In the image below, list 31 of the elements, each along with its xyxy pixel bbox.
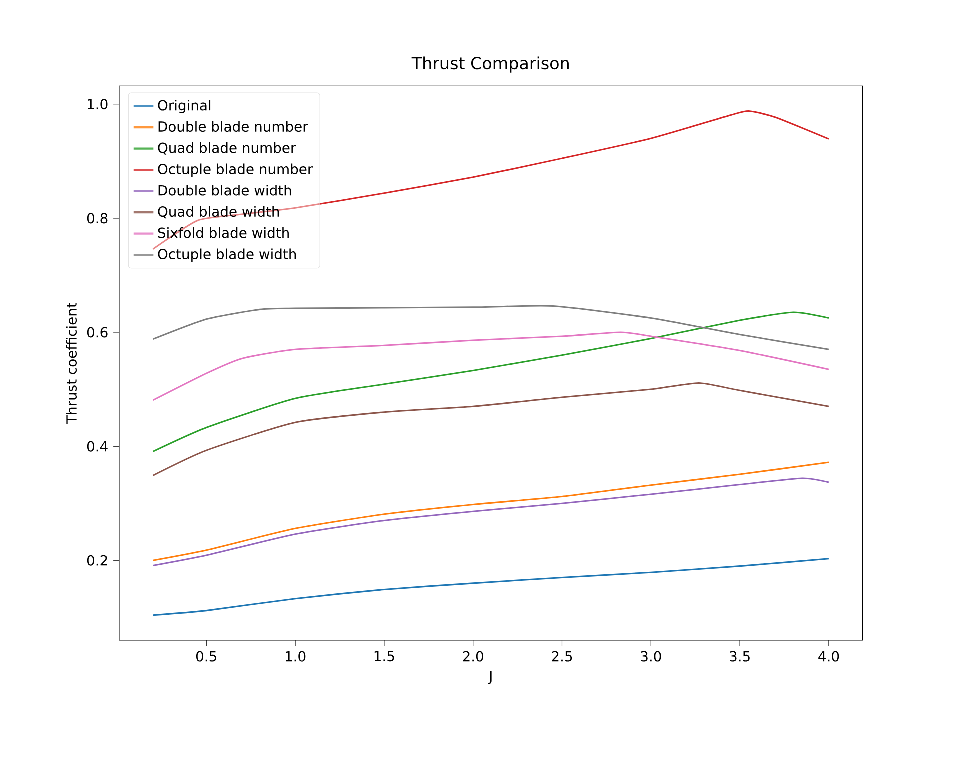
x-tick-label: 1.5 <box>374 651 394 662</box>
x-tick-label: 3.5 <box>730 651 750 662</box>
y-tick-label: 1.0 <box>88 99 108 110</box>
legend-label: Double blade number <box>158 121 308 132</box>
legend-label: Octuple blade width <box>158 248 296 262</box>
legend-label: Double blade width <box>158 185 292 196</box>
x-tick-label: 1.0 <box>286 651 306 662</box>
x-tick-label: 2.5 <box>552 651 572 662</box>
line-series <box>152 382 830 476</box>
x-tick-label: 4.0 <box>818 651 840 662</box>
x-tick-label: 0.5 <box>196 651 216 662</box>
legend-label: Quad blade number <box>158 142 296 155</box>
line-series <box>152 312 830 452</box>
legend-label: Quad blade width <box>158 206 280 219</box>
y-axis-title: Thrust coefficient <box>66 302 78 424</box>
line-series <box>152 462 830 562</box>
legend-label: Octuple blade number <box>158 164 314 178</box>
x-axis-title: J <box>488 671 492 684</box>
legend-label: Original <box>158 100 211 114</box>
y-tick-label: 0.6 <box>87 327 108 338</box>
y-tick-label: 0.8 <box>87 213 108 224</box>
chart-title: Thrust Comparison <box>412 56 569 73</box>
y-tick-label: 0.2 <box>87 555 108 566</box>
line-series <box>152 478 830 567</box>
line-series <box>152 332 830 402</box>
line-series <box>152 305 830 350</box>
x-tick-label: 2.0 <box>463 651 484 662</box>
x-tick-label: 3.0 <box>641 651 662 662</box>
legend-label: Sixfold blade width <box>158 228 289 238</box>
line-series <box>152 558 830 616</box>
y-tick-label: 0.4 <box>87 441 108 452</box>
